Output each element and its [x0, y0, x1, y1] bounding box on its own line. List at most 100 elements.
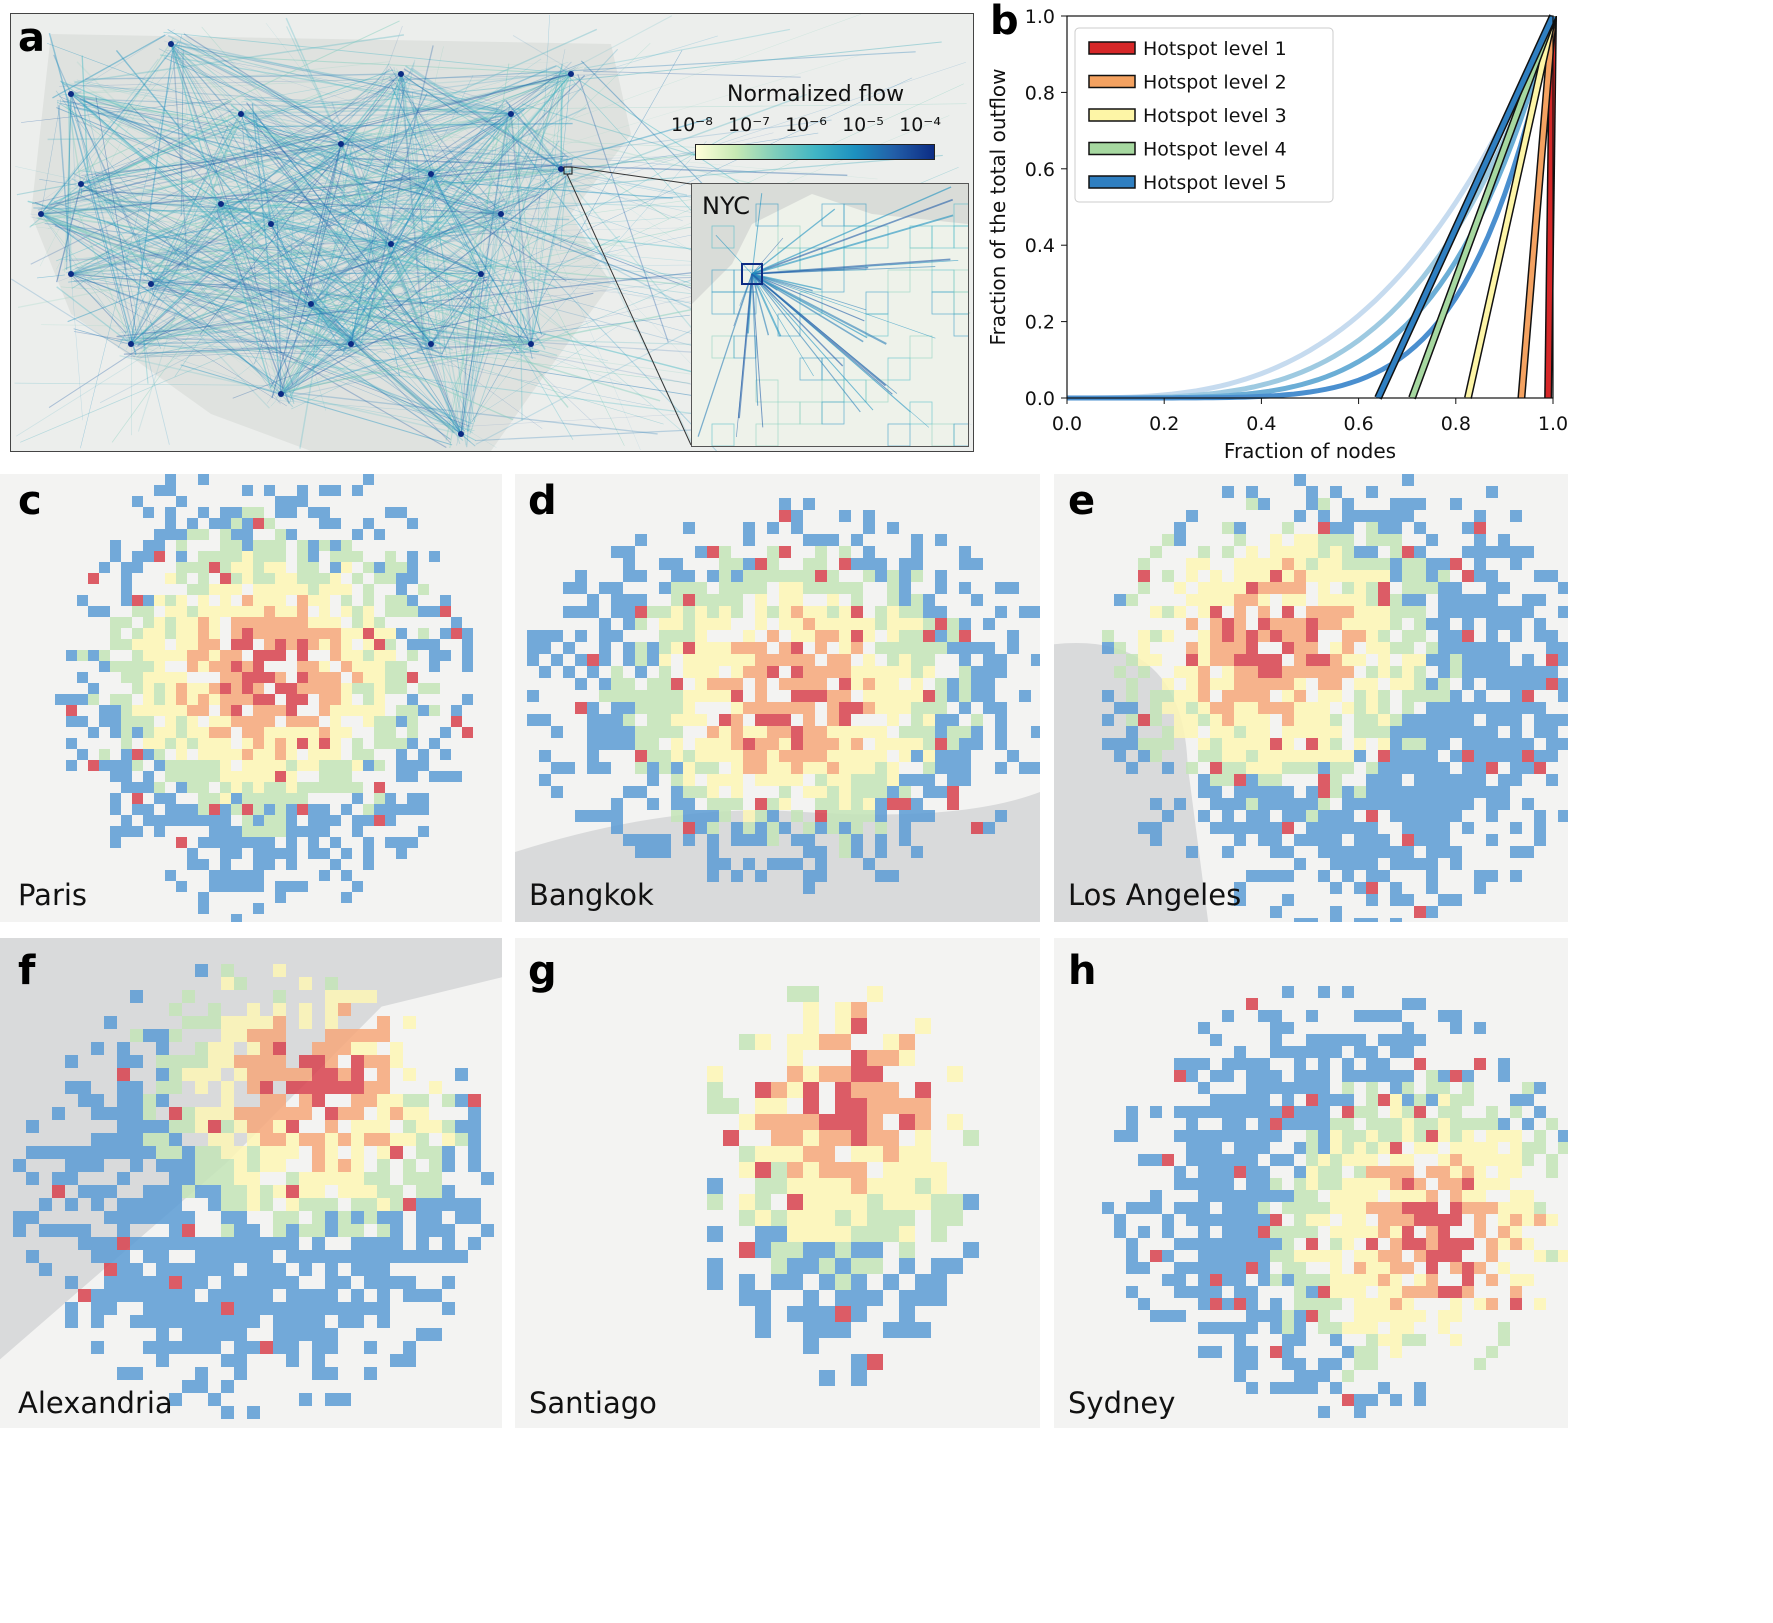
hotspot-cell: [851, 1210, 867, 1226]
flow-line: [349, 153, 400, 376]
hotspot-cell: [1402, 1094, 1414, 1106]
hotspot-cell: [462, 694, 473, 705]
hotspot-cell: [659, 834, 671, 846]
hotspot-cell: [911, 606, 923, 618]
hotspot-cell: [220, 551, 231, 562]
flow-line: [53, 221, 532, 345]
hotspot-cell: [1282, 582, 1294, 594]
hotspot-cell: [65, 1081, 78, 1094]
hotspot-cell: [1330, 642, 1342, 654]
hotspot-cell: [352, 573, 363, 584]
hotspot-cell: [1282, 798, 1294, 810]
hotspot-cell: [1282, 894, 1294, 906]
hotspot-cell: [1198, 1238, 1210, 1250]
hotspot-cell: [275, 540, 286, 551]
flow-line: [505, 140, 560, 220]
hotspot-cell: [755, 774, 767, 786]
hotspot-cell: [1450, 1130, 1462, 1142]
hotspot-cell: [931, 1258, 947, 1274]
hotspot-cell: [883, 1082, 899, 1098]
city-hub: [428, 341, 434, 347]
hotspot-cell: [1378, 738, 1390, 750]
flow-line: [390, 99, 506, 245]
x-tick-label: 0.4: [1246, 413, 1276, 435]
hotspot-cell: [1234, 1322, 1246, 1334]
hotspot-cell: [208, 1341, 221, 1354]
hotspot-cell: [117, 1263, 130, 1276]
hotspot-cell: [221, 1029, 234, 1042]
hotspot-cell: [1318, 1034, 1330, 1046]
hotspot-cell: [851, 678, 863, 690]
flow-line: [389, 76, 502, 215]
flow-line: [291, 343, 432, 410]
hotspot-cell: [731, 714, 743, 726]
hotspot-cell: [363, 562, 374, 573]
hotspot-cell: [351, 1250, 364, 1263]
hotspot-cell: [429, 551, 440, 562]
flow-line: [161, 194, 287, 284]
flow-line: [70, 233, 264, 275]
hotspot-cell: [1426, 858, 1438, 870]
hotspot-cell: [253, 705, 264, 716]
hotspot-cell: [1258, 582, 1270, 594]
flow-line: [272, 154, 943, 212]
flow-line: [70, 273, 287, 407]
hotspot-cell: [803, 822, 815, 834]
hotspot-cell: [195, 1263, 208, 1276]
hotspot-cell: [442, 1224, 455, 1237]
hotspot-cell: [182, 1289, 195, 1302]
hotspot-cell: [1534, 810, 1546, 822]
flow-line: [266, 245, 392, 285]
hotspot-cell: [275, 848, 286, 859]
flow-line: [280, 332, 360, 395]
hotspot-cell: [143, 738, 154, 749]
flow-line: [240, 73, 402, 103]
hotspot-cell: [1162, 534, 1174, 546]
flow-line: [468, 113, 512, 263]
flow-line: [510, 217, 625, 446]
hotspot-cell: [156, 1081, 169, 1094]
hotspot-cell: [1318, 798, 1330, 810]
hotspot-cell: [1342, 1130, 1354, 1142]
hotspot-cell: [195, 1081, 208, 1094]
hotspot-cell: [527, 630, 539, 642]
hotspot-cell: [1258, 498, 1270, 510]
hotspot-cell: [253, 738, 264, 749]
hotspot-cell: [396, 848, 407, 859]
hotspot-cell: [319, 771, 330, 782]
hotspot-cell: [935, 726, 947, 738]
hotspot-cell: [1402, 666, 1414, 678]
hotspot-cell: [1198, 1322, 1210, 1334]
hotspot-cell: [275, 573, 286, 584]
hotspot-cell: [1246, 594, 1258, 606]
hotspot-cell: [851, 1370, 867, 1386]
panel-letter-a: a: [18, 15, 45, 61]
hotspot-cell: [308, 815, 319, 826]
hotspot-cell: [341, 760, 352, 771]
hotspot-cell: [143, 650, 154, 661]
hotspot-cell: [1378, 1070, 1390, 1082]
flow-line: [180, 364, 453, 446]
hotspot-cell: [731, 654, 743, 666]
hotspot-cell: [1438, 654, 1450, 666]
hotspot-cell: [468, 1146, 481, 1159]
hotspot-cell: [1330, 1226, 1342, 1238]
flow-line: [130, 50, 174, 345]
hotspot-cell: [563, 642, 575, 654]
hotspot-cell: [429, 1198, 442, 1211]
flow-line: [29, 183, 82, 228]
hotspot-cell: [1270, 1382, 1282, 1394]
hotspot-cell: [363, 815, 374, 826]
hotspot-cell: [887, 606, 899, 618]
flow-line: [405, 65, 562, 170]
hotspot-cell: [286, 617, 297, 628]
hotspot-cell: [187, 782, 198, 793]
hotspot-cell: [1354, 1262, 1366, 1274]
flow-line: [17, 233, 395, 308]
hotspot-cell: [707, 1098, 723, 1114]
hotspot-cell: [1486, 486, 1498, 498]
hotspot-cell: [1318, 1358, 1330, 1370]
hotspot-cell: [707, 1066, 723, 1082]
hotspot-cell: [1150, 1310, 1162, 1322]
